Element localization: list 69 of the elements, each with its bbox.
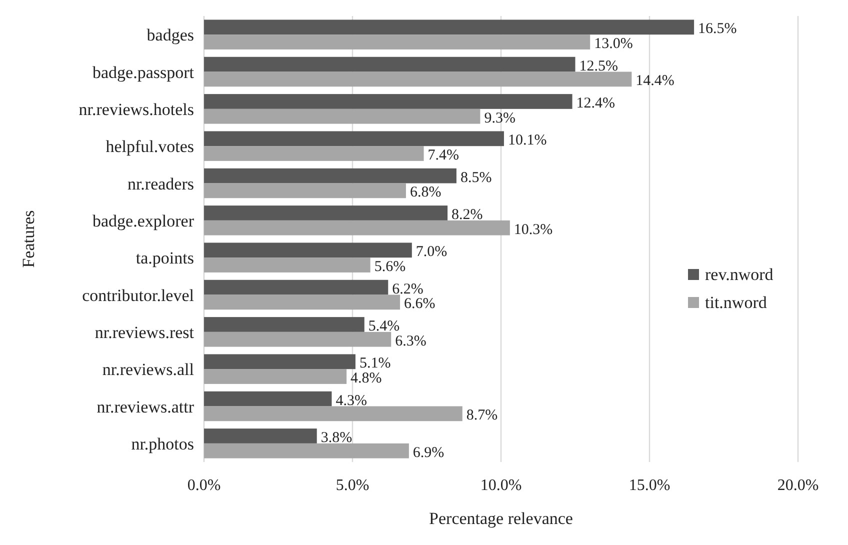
bar	[204, 72, 632, 87]
y-tick-label: nr.readers	[127, 174, 194, 194]
bar	[204, 317, 364, 332]
data-label: 3.8%	[320, 430, 352, 446]
data-label: 12.5%	[579, 58, 618, 74]
y-tick-label: contributor.level	[82, 286, 194, 305]
data-label: 5.1%	[359, 356, 391, 372]
data-label: 5.6%	[374, 259, 406, 276]
y-tick-label: nr.reviews.all	[102, 360, 194, 380]
y-tick-label: nr.reviews.hotels	[78, 100, 194, 119]
data-label: 5.4%	[368, 318, 400, 334]
y-tick-label: nr.reviews.rest	[94, 322, 194, 342]
bar	[204, 34, 590, 50]
y-tick-label: badges	[146, 26, 194, 45]
bar	[204, 146, 424, 161]
data-label: 8.5%	[460, 170, 492, 186]
y-tick-label: nr.reviews.attr	[96, 397, 194, 416]
data-label: 4.3%	[336, 392, 367, 409]
x-tick-label: 5.0%	[336, 477, 370, 494]
bar	[204, 443, 409, 458]
data-label: 9.3%	[484, 110, 516, 126]
bar	[204, 206, 448, 220]
data-label: 10.1%	[508, 132, 547, 149]
data-label: 7.0%	[416, 244, 448, 260]
bar	[204, 94, 572, 109]
y-tick-label: badge.passport	[92, 62, 194, 82]
bar	[204, 20, 694, 35]
data-label: 6.8%	[410, 184, 442, 201]
y-tick-label: ta.points	[136, 248, 194, 268]
bar	[204, 56, 576, 72]
bar	[204, 294, 400, 310]
x-tick-label: 20.0%	[777, 477, 819, 494]
data-label: 4.8%	[350, 370, 382, 387]
y-tick-label: nr.photos	[131, 434, 194, 454]
y-tick-label: helpful.votes	[106, 137, 194, 156]
data-label: 6.9%	[412, 444, 444, 461]
bar	[204, 258, 370, 272]
bar	[204, 108, 480, 124]
bar	[204, 220, 510, 236]
bar	[204, 131, 504, 146]
bar	[204, 280, 388, 295]
data-label: 8.2%	[452, 206, 483, 223]
data-label: 6.6%	[404, 296, 436, 312]
data-label: 7.4%	[428, 148, 460, 164]
x-tick-label: 0.0%	[187, 477, 221, 494]
data-label: 14.4%	[636, 73, 674, 90]
legend-label: rev.nword	[705, 265, 774, 284]
data-label: 13.0%	[594, 36, 633, 52]
legend-label: tit.nword	[705, 293, 768, 312]
data-label: 6.3%	[395, 333, 426, 350]
data-label: 12.4%	[576, 95, 616, 112]
x-axis-title: Percentage relevance	[429, 509, 573, 528]
y-axis-title: Features	[19, 210, 38, 268]
bar	[204, 242, 412, 258]
x-tick-label: 15.0%	[628, 477, 670, 494]
data-label: 10.3%	[514, 222, 553, 238]
y-tick-label: badge.explorer	[92, 211, 194, 230]
data-label: 8.7%	[466, 408, 498, 424]
bar	[204, 391, 332, 406]
bar	[204, 369, 347, 384]
data-label: 6.2%	[392, 281, 424, 298]
bar	[204, 428, 317, 444]
x-tick-label: 10.0%	[480, 477, 522, 494]
data-label: 16.5%	[698, 21, 737, 38]
bar	[204, 183, 406, 198]
bar	[204, 406, 462, 422]
bar	[204, 354, 356, 370]
bar	[204, 168, 456, 184]
bar	[204, 332, 392, 347]
